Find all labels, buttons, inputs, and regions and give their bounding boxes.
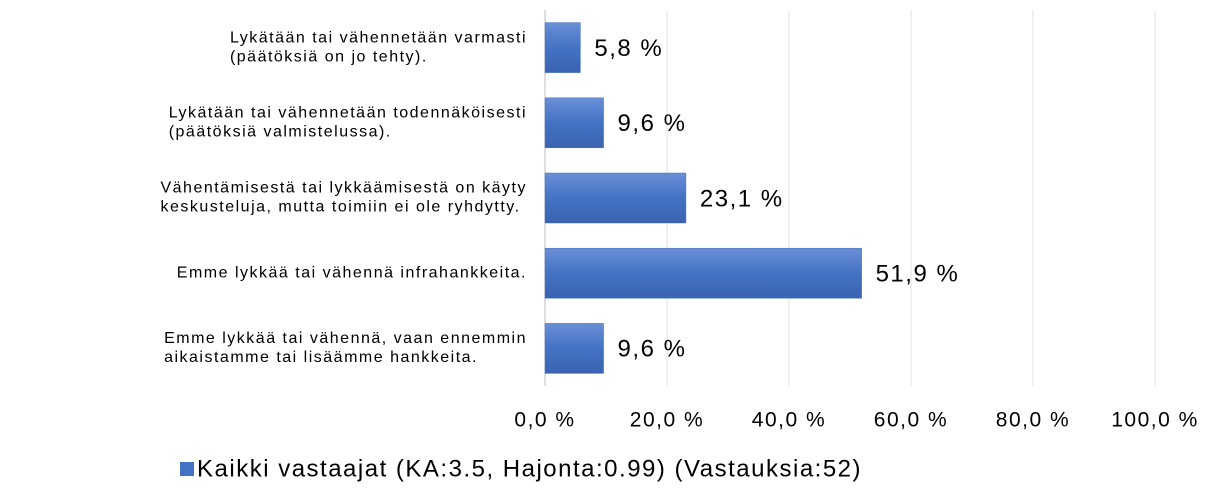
x-tick-label: 80,0 %: [996, 409, 1070, 432]
y-tick-label: Emme lykkää tai vähennä, vaan ennemmin: [164, 330, 527, 347]
x-tick-label: 100,0 %: [1111, 409, 1199, 432]
y-tick-label: Vähentämisestä tai lykkäämisestä on käyt…: [160, 180, 527, 197]
bar: [544, 97, 604, 149]
y-tick-label: (päätöksiä valmistelussa).: [169, 124, 392, 141]
legend-marker: [180, 462, 194, 476]
data-label: 23,1 %: [700, 185, 784, 212]
data-label: 9,6 %: [618, 336, 687, 363]
x-tick-label: 40,0 %: [752, 409, 826, 432]
y-tick-label: Lykätään tai vähennetään todennäköisesti: [169, 105, 527, 122]
x-tick-label: 0,0 %: [514, 409, 575, 432]
legend-label: Kaikki vastaajat (KA:3.5, Hajonta:0.99) …: [197, 455, 862, 482]
y-tick-label: Emme lykkää tai vähennä infrahankkeita.: [177, 264, 527, 281]
data-label: 5,8 %: [594, 35, 663, 62]
bar: [544, 22, 581, 73]
y-tick-label: aikaistamme tai lisäämme hankkeita.: [164, 349, 478, 366]
data-label: 9,6 %: [618, 110, 687, 137]
y-tick-label: keskusteluja, mutta toimiin ei ole ryhdy…: [160, 199, 520, 216]
y-tick-label: Lykätään tai vähennetään varmasti: [230, 29, 527, 46]
bar: [544, 247, 862, 299]
x-tick-label: 20,0 %: [630, 409, 704, 432]
bar: [544, 323, 604, 374]
x-tick-label: 60,0 %: [874, 409, 948, 432]
bar: [544, 172, 687, 224]
y-tick-label: (päätöksiä on jo tehty).: [230, 48, 428, 65]
data-label: 51,9 %: [876, 261, 960, 288]
